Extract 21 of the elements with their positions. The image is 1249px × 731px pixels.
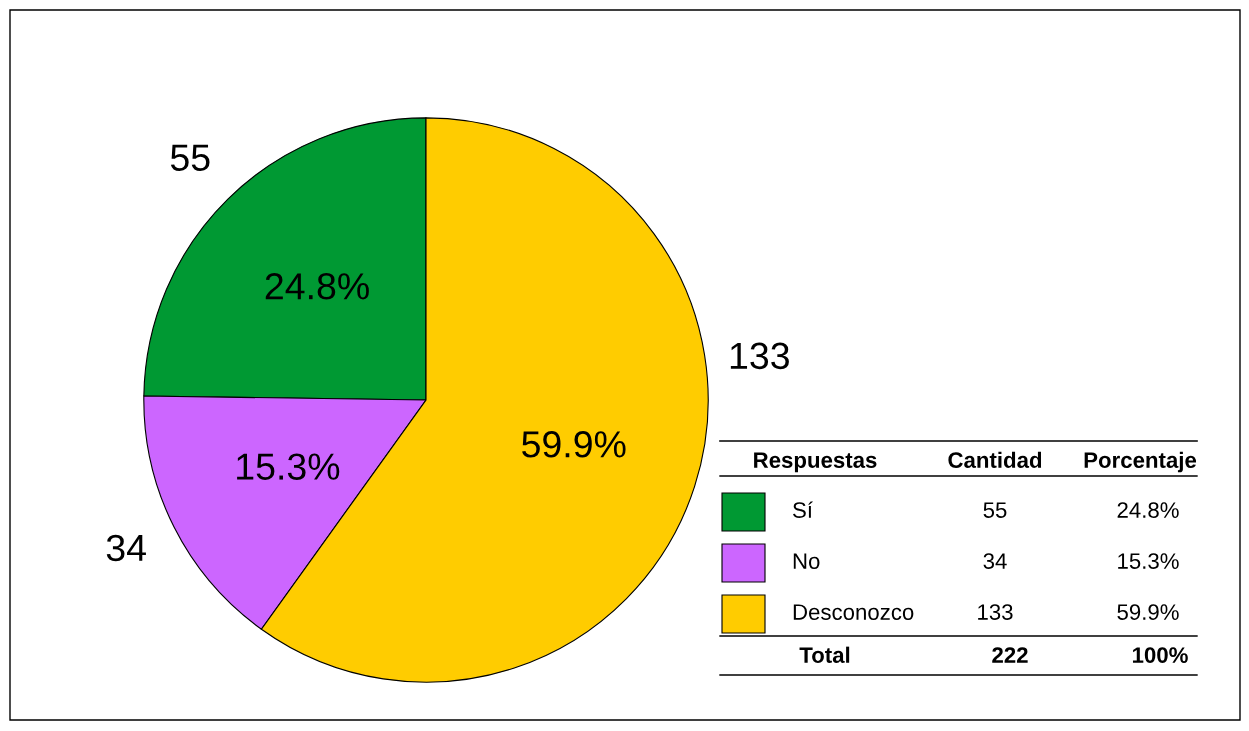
text: Total: [799, 646, 850, 663]
data-label: 133: [730, 342, 789, 370]
text: 24.8%: [265, 273, 369, 300]
data-label: 34: [106, 534, 146, 562]
text: 34: [983, 553, 1007, 569]
text: 133: [978, 604, 1013, 620]
text: 24.8%: [1117, 502, 1179, 518]
text: 55: [983, 502, 1007, 518]
legend-label: Sí: [793, 501, 813, 518]
text: 100%: [1132, 647, 1188, 663]
text: Cantidad: [948, 451, 1042, 468]
text: Respuestas: [754, 452, 877, 473]
text: 59.9%: [522, 431, 626, 458]
data-label: 55: [170, 144, 210, 171]
legend-label: No: [793, 553, 820, 569]
legend-label: Desconozco: [793, 604, 914, 620]
text: 222: [992, 647, 1028, 663]
text: Porcentaje: [1084, 451, 1197, 473]
text: 15.3%: [1118, 553, 1179, 569]
text: 59.9%: [1117, 604, 1179, 620]
text: 15.3%: [237, 453, 340, 480]
